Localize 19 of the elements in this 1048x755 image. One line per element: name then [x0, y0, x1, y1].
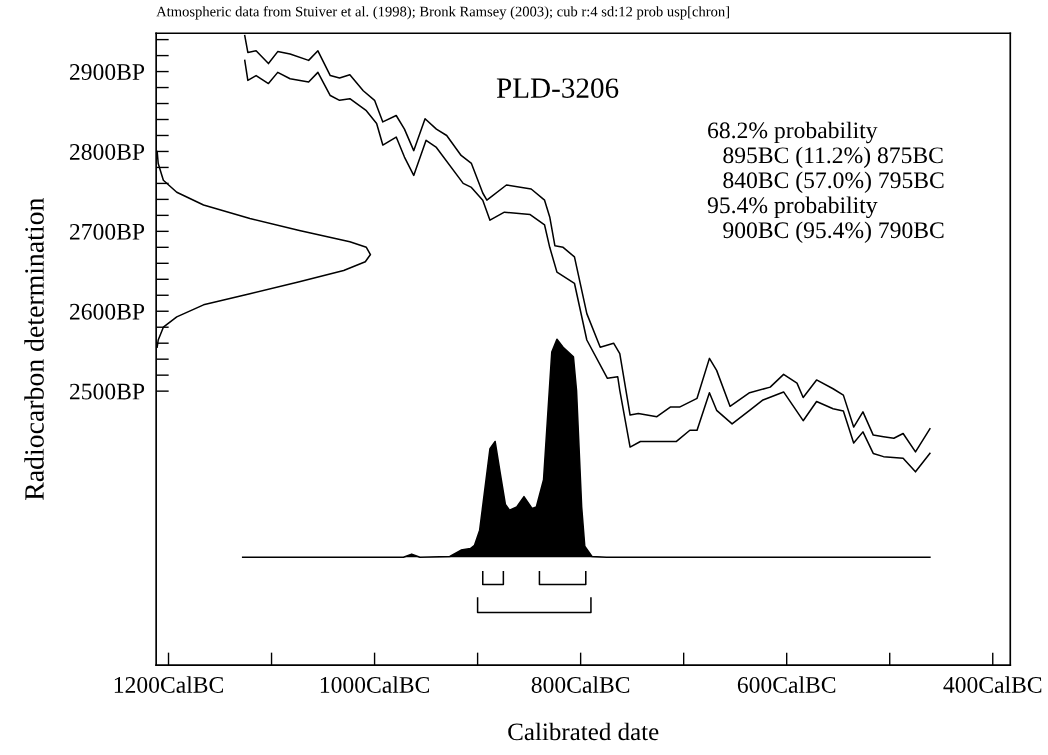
text: PLD-3206: [496, 78, 619, 98]
x-tick-label: 1200CalBC: [114, 676, 223, 693]
annotation: 895BC (11.2%) 875BC: [723, 146, 943, 169]
x-tick-label: 400CalBC: [943, 676, 1042, 693]
annotation: 68.2% probability: [708, 121, 878, 144]
annotation: 900BC (95.4%) 790BC: [723, 221, 944, 243]
annotation: 95.4% probability: [707, 196, 878, 219]
x-axis-title: Calibrated date: [508, 722, 659, 741]
y-tick-label: 2600BP: [69, 303, 145, 320]
annotation: 840BC (57.0%) 795BC: [723, 171, 944, 194]
x-tick-label: 600CalBC: [737, 676, 836, 693]
y-axis-title: Radiocarbon determination: [24, 198, 44, 500]
x-tick-label: 800CalBC: [531, 676, 630, 693]
y-tick-label: 2900BP: [69, 64, 145, 80]
y-tick-label: 2700BP: [69, 223, 145, 240]
text: Atmospheric data from Stuiver et al. (1998); Bronk Ramsey (2003); cub r:4 sd:12 prob usp[chron]: [156, 6, 729, 20]
y-tick-label: 2500BP: [69, 383, 145, 400]
y-tick-label: 2800BP: [69, 143, 145, 160]
x-tick-label: 1000CalBC: [320, 676, 430, 693]
